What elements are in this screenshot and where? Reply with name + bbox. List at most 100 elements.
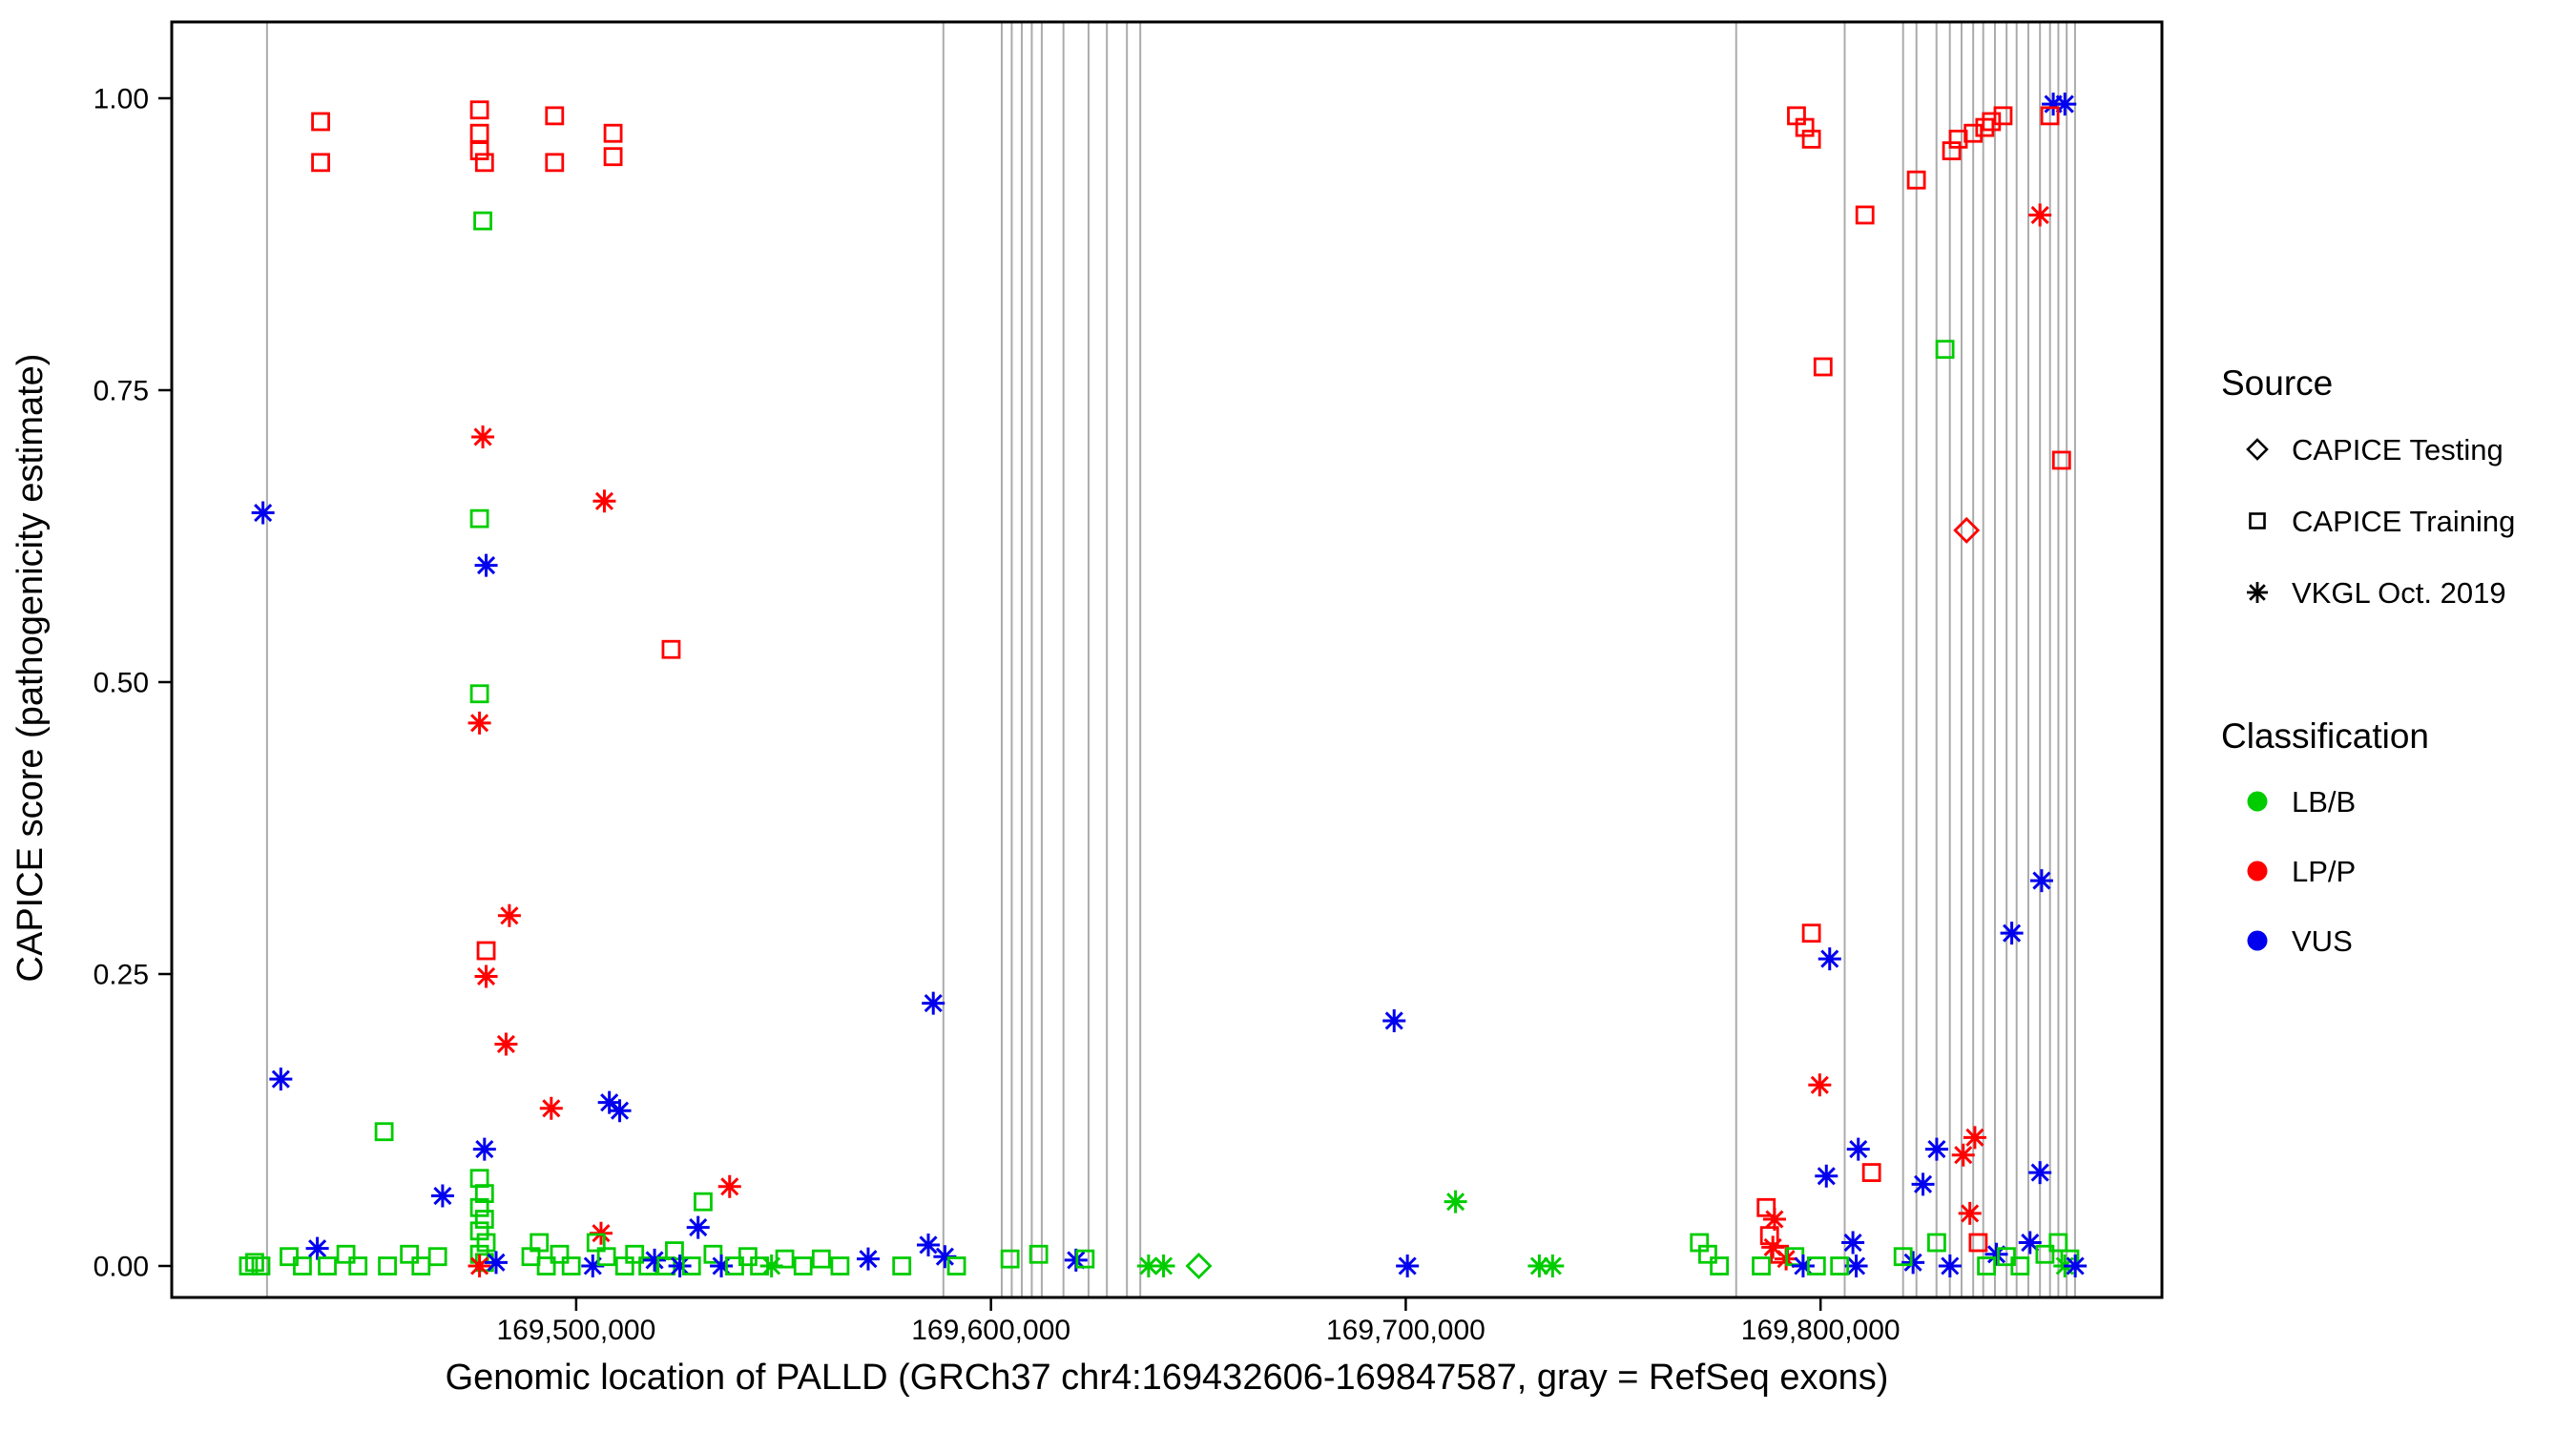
point-asterisk [933,1245,957,1269]
legend-square-icon [2249,512,2266,529]
point-asterisk [759,1255,783,1277]
panel-border [170,20,2164,1299]
point-square [1963,123,1984,143]
point-asterisk [1951,1143,1975,1167]
point-square [561,1256,581,1275]
point-square [1927,1233,1946,1253]
point-square [400,1244,420,1264]
point-square [293,1256,312,1275]
point-asterisk [922,991,945,1015]
y-tick-label: 1.00 [93,84,149,115]
point-square [2010,1256,2030,1275]
point-square [411,1256,431,1275]
point-square [469,123,489,143]
point-square [1756,1197,1776,1217]
point-asterisk [2000,922,2024,945]
point-square [476,1233,496,1253]
point-square [614,1256,634,1275]
point-square [596,1247,616,1267]
point-asterisk [1541,1255,1565,1277]
y-tick-label: 0.50 [93,668,149,699]
point-asterisk [1901,1251,1925,1275]
point-asterisk [686,1215,710,1239]
point-square [1795,117,1815,137]
point-square [1752,1256,1771,1275]
point-asterisk [1382,1008,1406,1032]
point-asterisk [1844,1255,1868,1277]
point-asterisk [484,1251,508,1275]
point-square [469,508,489,529]
y-tick-label: 0.00 [93,1252,149,1283]
point-asterisk [494,1032,518,1056]
point-asterisk [592,489,616,513]
point-square [586,1233,606,1253]
point-square [1977,1256,1996,1275]
point-square [603,147,623,167]
point-square [2035,1244,2055,1264]
point-square [793,1256,813,1275]
point-square [946,1256,966,1275]
point-square [469,684,489,704]
point-asterisk [1938,1255,1962,1277]
point-asterisk [608,1099,632,1123]
point-asterisk [305,1236,329,1260]
legend-source-title: Source [2221,363,2333,403]
point-square [661,639,681,659]
point-asterisk [717,1174,741,1198]
point-asterisk [1911,1172,1935,1196]
point-square [775,1249,795,1269]
x-axis: 169,500,000 169,600,000 169,700,000 169,800… [496,1297,1901,1346]
legend-class-dot-icon [2247,930,2268,951]
point-asterisk [2018,1231,2042,1255]
point-asterisk [917,1233,941,1256]
point-asterisk [643,1248,667,1272]
point-square [1935,340,1955,360]
point-asterisk [2053,93,2077,116]
point-square [474,1184,494,1204]
point-square [1993,106,2013,126]
point-square [638,1256,658,1275]
y-tick-label: 0.75 [93,376,149,407]
point-asterisk [1791,1255,1815,1277]
point-square [1801,923,1821,944]
point-asterisk [2028,1161,2052,1185]
point-square [1075,1249,1095,1269]
point-diamond [1185,1253,1213,1279]
point-square [1893,1247,1913,1267]
point-square [2051,450,2071,470]
legend-class-dot-icon [2247,791,2268,812]
point-square [1000,1249,1020,1269]
point-square [1968,1233,1988,1253]
point-asterisk [1444,1190,1467,1213]
point-square [245,1253,264,1273]
y-axis: 0.00 0.25 0.50 0.75 1.00 [93,84,172,1283]
point-asterisk [1152,1255,1175,1277]
point-asterisk [269,1068,293,1091]
point-asterisk [2042,93,2066,116]
point-square [336,1244,356,1264]
point-asterisk [467,711,491,735]
point-asterisk [2029,869,2053,893]
x-tick-label: 169,600,000 [911,1315,1070,1346]
point-asterisk [1963,1126,1986,1150]
legend-class-dot-icon [2247,861,2268,881]
point-square [311,112,330,132]
point-square [1698,1244,1717,1264]
point-square [703,1244,723,1264]
point-asterisk [1396,1255,1420,1277]
point-square [318,1256,337,1275]
y-axis-title: CAPICE score (pathogenicity estimate) [10,354,51,983]
point-square [474,153,494,173]
x-axis-title: Genomic location of PALLD (GRCh37 chr4:1… [446,1358,1889,1398]
point-square [1942,141,1962,160]
legend-asterisk-icon [2247,582,2268,603]
point-square [681,1256,701,1275]
point-square [892,1256,912,1275]
point-square [469,1169,489,1189]
point-asterisk [710,1255,734,1277]
y-tick-label: 0.25 [93,960,149,991]
point-square [2048,1233,2068,1253]
point-asterisk [471,425,495,448]
point-asterisk [539,1096,563,1120]
